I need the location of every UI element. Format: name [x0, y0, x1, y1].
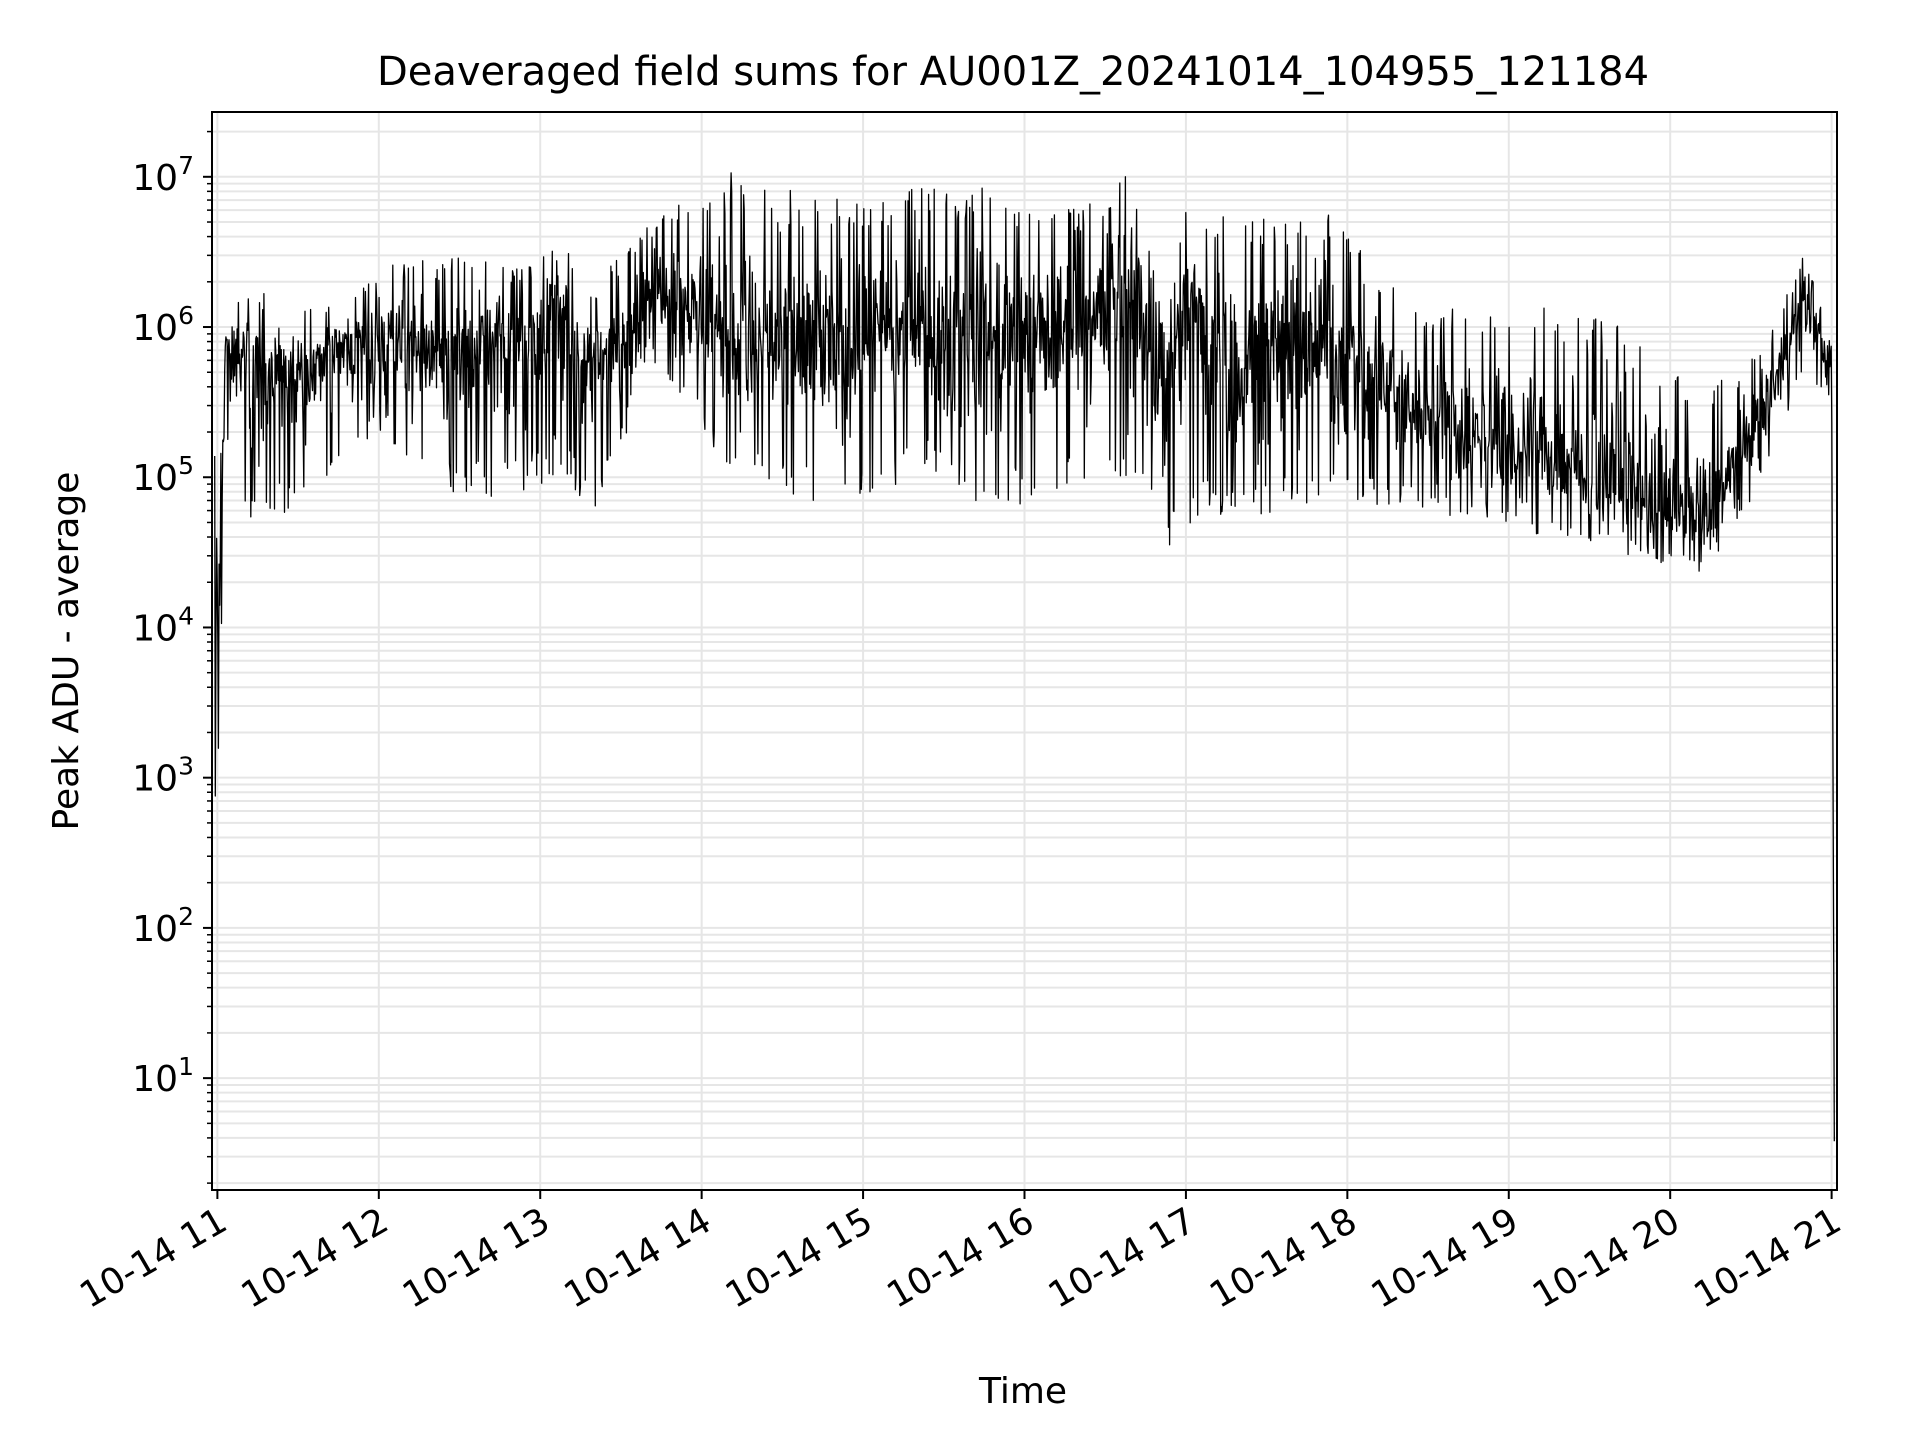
series-line — [214, 172, 1835, 1142]
y-tick-label: 105 — [132, 451, 194, 499]
series-layer — [214, 172, 1835, 1142]
y-tick-label: 102 — [132, 902, 194, 950]
x-axis-label: Time — [978, 1371, 1067, 1412]
chart-title: Deaveraged field sums for AU001Z_2024101… — [377, 49, 1649, 95]
plot-area — [211, 111, 1838, 1191]
y-tick-label: 101 — [132, 1052, 194, 1100]
y-tick-label: 104 — [132, 601, 194, 649]
y-tick-label: 107 — [132, 151, 194, 199]
y-tick-label: 103 — [132, 752, 194, 800]
y-axis: 101 102 103 104 105 106 107 — [132, 130, 212, 1184]
y-axis-label: Peak ADU - average — [46, 472, 87, 831]
y-tick-label: 106 — [132, 301, 194, 349]
